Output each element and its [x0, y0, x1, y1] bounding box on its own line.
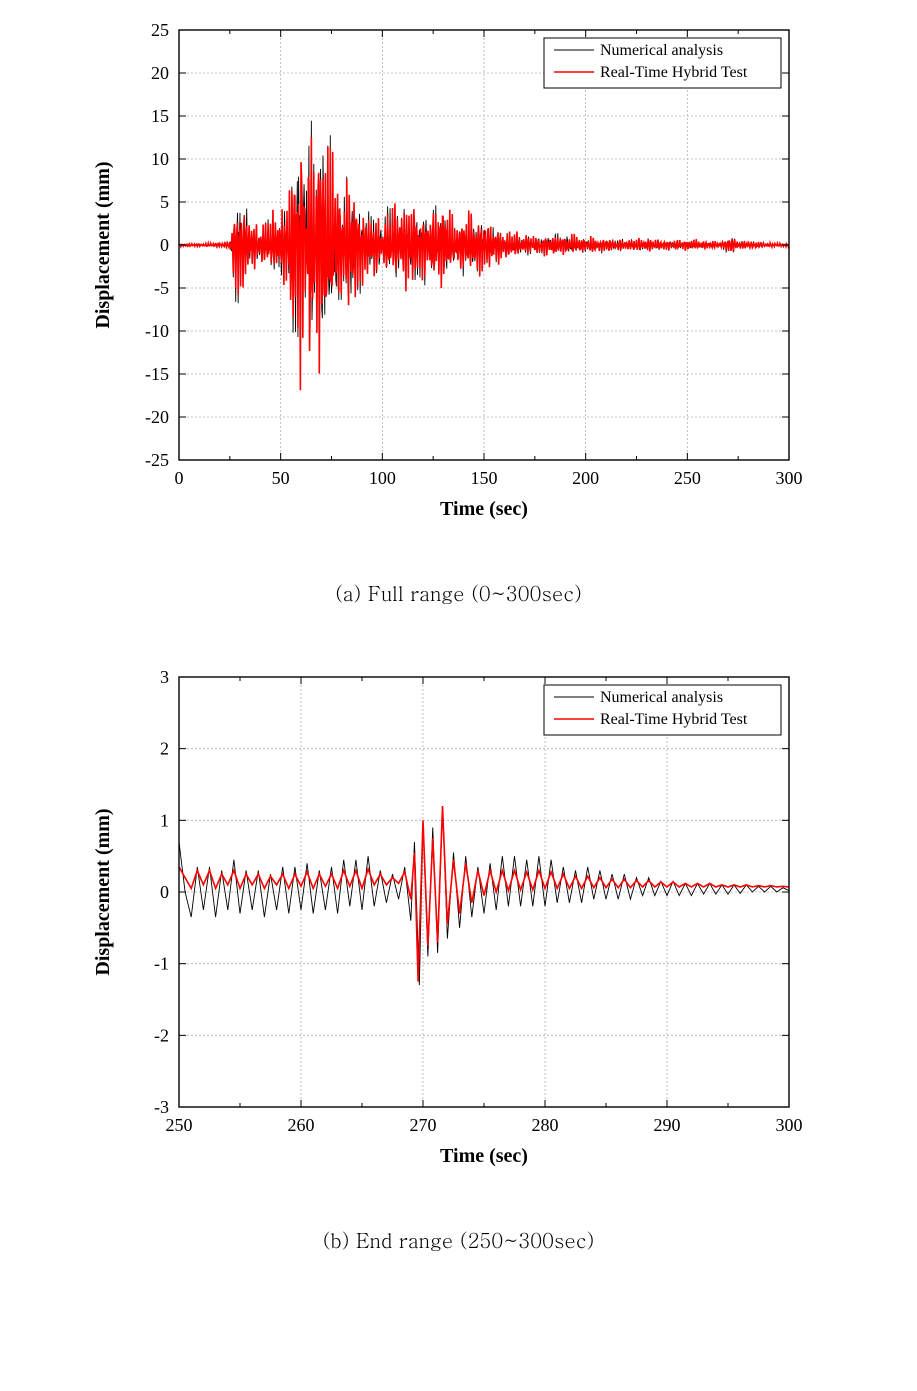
svg-text:0: 0: [160, 235, 169, 255]
svg-text:50: 50: [271, 468, 289, 488]
svg-text:250: 250: [673, 468, 700, 488]
x-axis-label: Time (sec): [440, 1145, 528, 1167]
svg-text:-5: -5: [154, 278, 169, 298]
caption-b: (b) End range (250~300sec): [323, 1225, 594, 1254]
chart-a-wrap: 0 50 100 150 200 250 300 -25 -20 -15 -10 -5 0 5 10 15 20…: [69, 0, 849, 560]
chart-b-wrap: 250 260 270 280 290 300 -3 -2 -1 0 1 2 3 Time (sec) Di…: [69, 647, 849, 1207]
svg-text:-1: -1: [154, 954, 169, 974]
svg-text:-15: -15: [145, 364, 169, 384]
svg-text:200: 200: [572, 468, 599, 488]
svg-text:280: 280: [531, 1115, 558, 1135]
svg-text:2: 2: [160, 739, 169, 759]
svg-text:270: 270: [409, 1115, 436, 1135]
svg-text:0: 0: [160, 882, 169, 902]
caption-a: (a) Full range (0~300sec): [335, 578, 582, 607]
figure-container: 050100150200250300-25-20-15-10-505101520…: [0, 0, 917, 1294]
svg-text:-10: -10: [145, 321, 169, 341]
svg-text:5: 5: [160, 192, 169, 212]
svg-text:300: 300: [775, 468, 802, 488]
svg-text:-3: -3: [154, 1097, 169, 1117]
svg-text:25: 25: [151, 20, 169, 40]
svg-text:100: 100: [368, 468, 395, 488]
legend-label: Real-Time Hybrid Test: [600, 64, 748, 81]
svg-text:-2: -2: [154, 1025, 169, 1045]
svg-text:300: 300: [775, 1115, 802, 1135]
svg-text:0: 0: [174, 468, 183, 488]
svg-text:1: 1: [160, 810, 169, 830]
y-axis-label: Displacement (mm): [92, 808, 114, 975]
svg-text:3: 3: [160, 667, 169, 687]
svg-text:150: 150: [470, 468, 497, 488]
svg-text:15: 15: [151, 106, 169, 126]
chart-a: 0 50 100 150 200 250 300 -25 -20 -15 -10 -5 0 5 10 15 20…: [69, 0, 849, 560]
svg-text:-25: -25: [145, 450, 169, 470]
chart-b: 250 260 270 280 290 300 -3 -2 -1 0 1 2 3 Time (sec) Di…: [69, 647, 849, 1207]
legend-label: Numerical analysis: [600, 42, 723, 59]
svg-text:250: 250: [165, 1115, 192, 1135]
svg-text:10: 10: [151, 149, 169, 169]
svg-text:290: 290: [653, 1115, 680, 1135]
x-axis-label: Time (sec): [440, 498, 528, 520]
svg-text:-20: -20: [145, 407, 169, 427]
svg-text:20: 20: [151, 63, 169, 83]
svg-text:260: 260: [287, 1115, 314, 1135]
legend-label: Numerical analysis: [600, 689, 723, 706]
legend-label: Real-Time Hybrid Test: [600, 711, 748, 728]
y-axis-label: Displacement (mm): [92, 161, 114, 328]
